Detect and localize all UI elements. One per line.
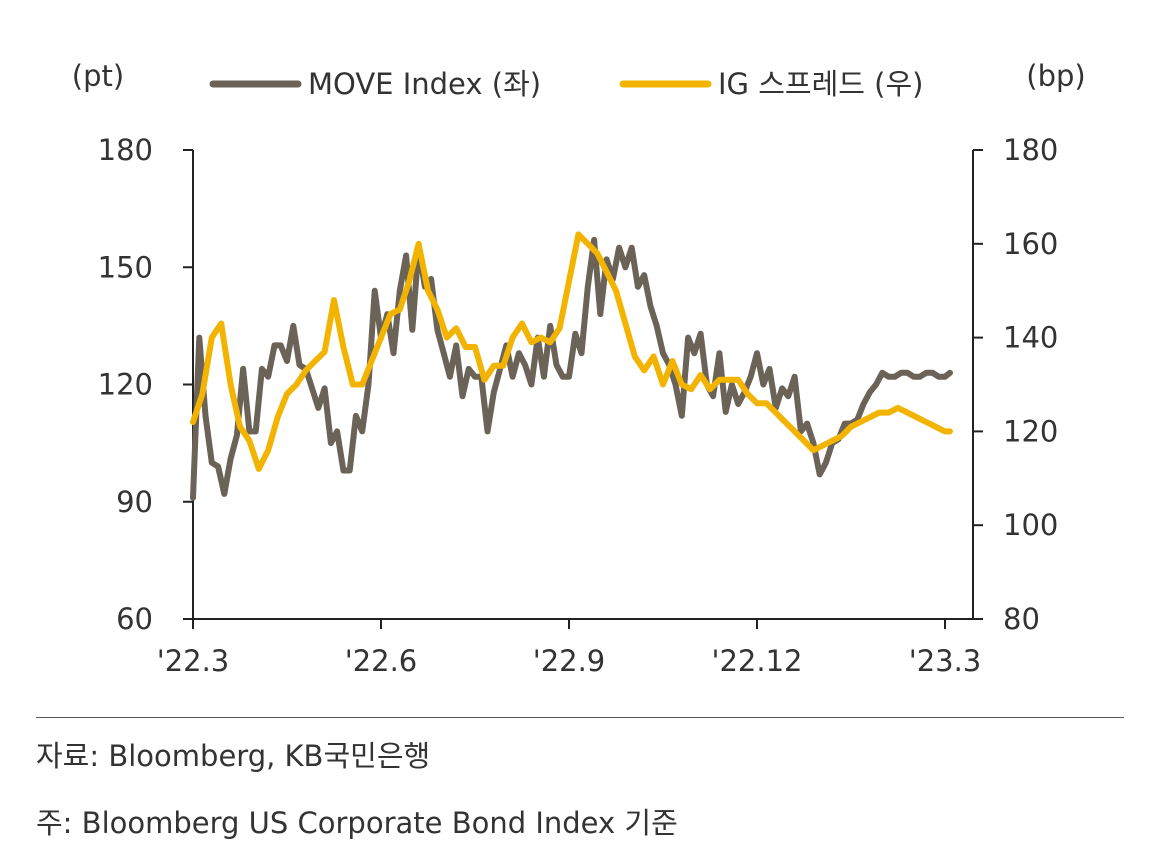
series-line-move-index xyxy=(190,236,953,501)
source-note: 자료: Bloomberg, KB국민은행 xyxy=(36,739,431,773)
right-axis-unit: (bp) xyxy=(1026,59,1085,93)
dual-axis-line-chart: MOVE Index (좌) IG 스프레드 (우) (pt) (bp) 60 90… xyxy=(72,59,1086,678)
x-axis-tick-label: '22.6 xyxy=(345,644,418,678)
legend: MOVE Index (좌) IG 스프레드 (우) xyxy=(209,67,924,101)
right-axis-tick-label: 180 xyxy=(1003,133,1058,167)
right-axis-tick-label: 140 xyxy=(1003,321,1058,355)
left-axis-tick-label: 180 xyxy=(98,133,153,167)
axes: 60 90 120 150 180 80 100 120 140 160 180 '22.3 '22.6… xyxy=(98,133,1059,678)
left-axis-tick-label: 120 xyxy=(98,368,153,402)
left-axis-tick-label: 90 xyxy=(116,485,153,519)
x-axis-tick-label: '22.3 xyxy=(157,644,230,678)
footnote: 주: Bloomberg US Corporate Bond Index 기준 xyxy=(36,806,678,840)
series-layer xyxy=(190,231,953,501)
right-axis-tick-label: 120 xyxy=(1003,414,1058,448)
right-axis-tick-label: 160 xyxy=(1003,227,1058,261)
right-axis-tick-label: 100 xyxy=(1003,508,1058,542)
legend-label: IG 스프레드 (우) xyxy=(718,67,924,101)
legend-label: MOVE Index (좌) xyxy=(308,67,541,101)
left-axis-unit: (pt) xyxy=(72,59,124,93)
left-axis-tick-label: 150 xyxy=(98,250,153,284)
divider-line xyxy=(36,717,1124,718)
x-axis-tick-label: '23.3 xyxy=(909,644,982,678)
right-axis-tick-label: 80 xyxy=(1003,602,1040,636)
x-axis-tick-label: '22.12 xyxy=(712,644,803,678)
left-axis-tick-label: 60 xyxy=(116,602,153,636)
series-line-ig-spread xyxy=(190,231,953,472)
x-axis-tick-label: '22.9 xyxy=(533,644,606,678)
